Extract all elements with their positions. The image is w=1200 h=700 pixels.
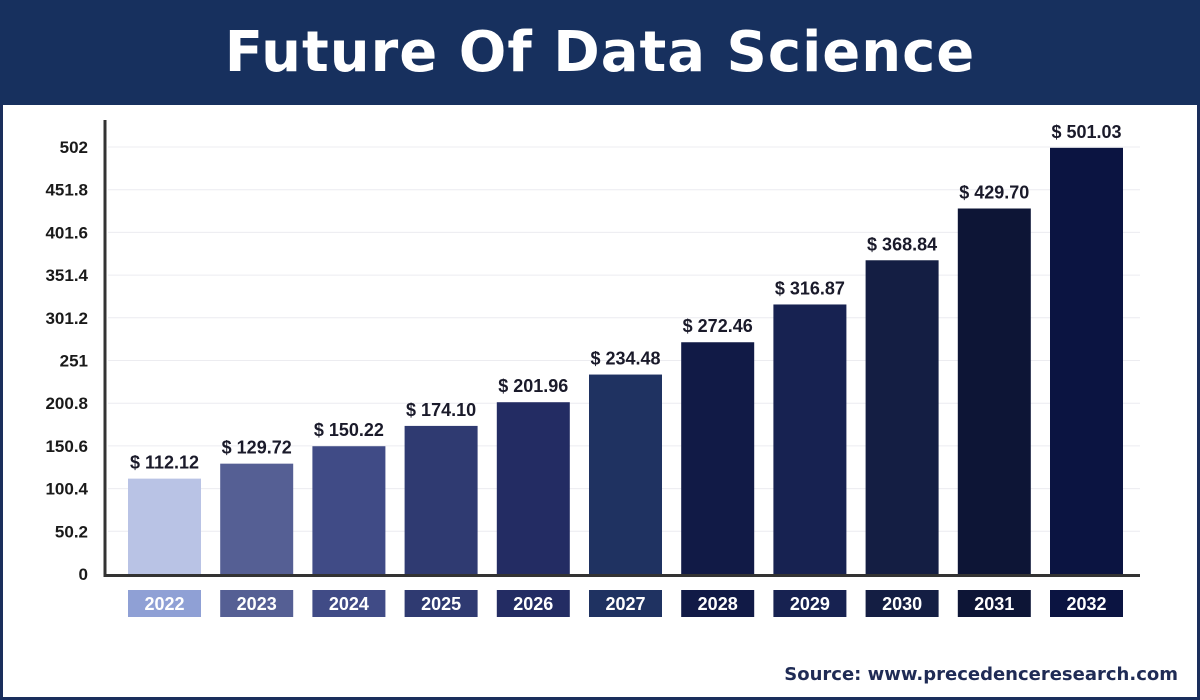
bar-2029 — [773, 304, 847, 576]
data-label: $ 150.22 — [314, 420, 384, 440]
x-tick-label: 2028 — [698, 594, 738, 614]
data-label: $ 429.70 — [959, 182, 1029, 202]
y-tick-label: 100.4 — [45, 480, 88, 499]
x-tick-label: 2032 — [1066, 594, 1106, 614]
x-tick-label: 2025 — [421, 594, 461, 614]
x-label-box — [312, 590, 386, 617]
y-tick-label: 502 — [60, 138, 88, 157]
y-tick-label: 251 — [60, 352, 88, 371]
bar-2030 — [865, 260, 939, 576]
data-label: $ 501.03 — [1051, 122, 1121, 142]
bar-2027 — [589, 374, 662, 576]
bar-2024 — [312, 446, 386, 576]
x-tick-label: 2026 — [513, 594, 553, 614]
header-banner: Future Of Data Science — [0, 0, 1200, 105]
y-tick-label: 0 — [79, 565, 88, 584]
data-label: $ 112.12 — [130, 453, 199, 473]
data-label: $ 368.84 — [867, 234, 937, 254]
bar-2025 — [404, 425, 478, 576]
bar-2031 — [957, 208, 1031, 576]
y-tick-label: 351.4 — [45, 266, 88, 285]
x-label-box — [681, 590, 755, 617]
x-label-box — [128, 590, 201, 617]
x-tick-label: 2029 — [790, 594, 830, 614]
data-label: $ 201.96 — [498, 376, 568, 396]
data-label: $ 316.87 — [775, 278, 845, 298]
bar-2022 — [128, 478, 201, 576]
x-label-box — [865, 590, 939, 617]
y-tick-label: 451.8 — [45, 181, 88, 200]
x-label-box — [220, 590, 294, 617]
x-tick-label: 2031 — [974, 594, 1014, 614]
source-credit: Source: www.precedenceresearch.com — [784, 664, 1178, 685]
y-tick-label: 401.6 — [45, 223, 88, 242]
data-label: $ 174.10 — [406, 400, 476, 420]
y-tick-label: 200.8 — [45, 394, 88, 413]
data-label: $ 234.48 — [590, 349, 660, 369]
x-tick-label: 2030 — [882, 594, 922, 614]
bar-2032 — [1050, 147, 1123, 576]
x-label-box — [496, 590, 570, 617]
bar-2028 — [681, 342, 755, 576]
x-label-box — [1050, 590, 1123, 617]
x-label-box — [773, 590, 847, 617]
y-tick-label: 301.2 — [45, 309, 88, 328]
data-label: $ 272.46 — [683, 316, 753, 336]
x-tick-label: 2022 — [144, 594, 184, 614]
data-label: $ 129.72 — [222, 438, 292, 458]
bar-2023 — [220, 463, 294, 576]
x-label-box — [404, 590, 478, 617]
x-label-box — [589, 590, 662, 617]
x-tick-label: 2024 — [329, 594, 369, 614]
x-label-box — [957, 590, 1031, 617]
y-tick-label: 50.2 — [55, 522, 88, 541]
bar-2026 — [496, 402, 570, 576]
chart-title: Future Of Data Science — [224, 20, 976, 85]
x-tick-label: 2023 — [237, 594, 277, 614]
y-tick-label: 150.6 — [45, 437, 88, 456]
x-tick-label: 2027 — [605, 594, 645, 614]
